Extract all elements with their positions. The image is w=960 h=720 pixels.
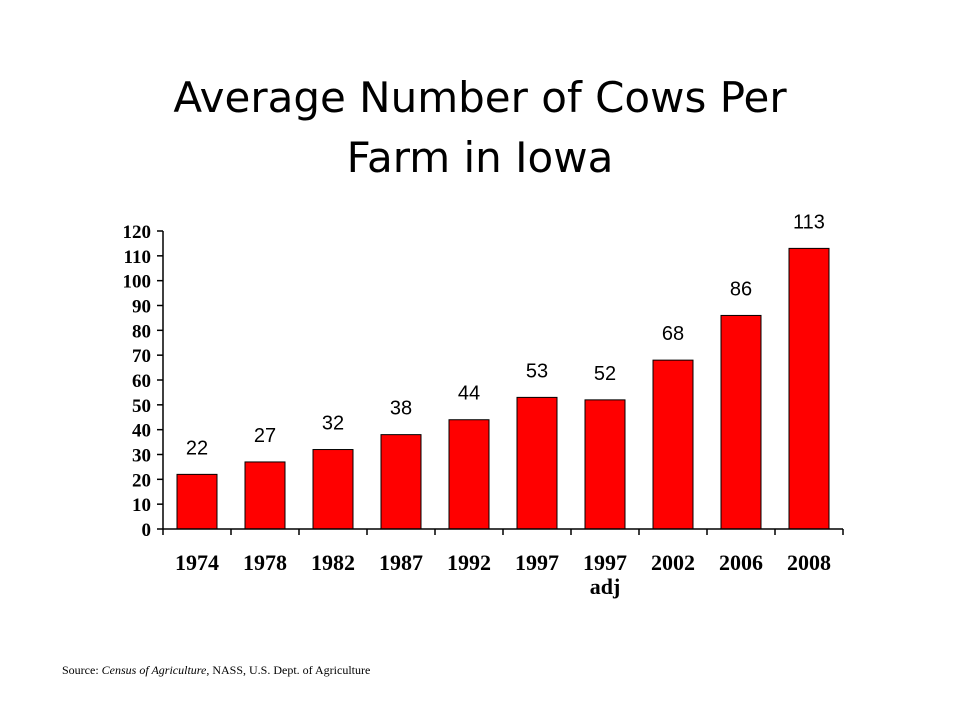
y-tick-label: 30	[132, 446, 151, 467]
source-prefix: Source:	[62, 663, 102, 677]
x-tick-label: adj	[590, 574, 621, 599]
x-tick-label: 1997	[515, 550, 559, 575]
x-tick-label: 2006	[719, 550, 763, 575]
x-tick-label: 1997	[583, 550, 627, 575]
bar	[448, 419, 490, 530]
x-tick-label: 1987	[379, 550, 423, 575]
y-tick-label: 50	[132, 396, 151, 417]
data-label: 32	[322, 413, 344, 435]
bar	[176, 473, 218, 530]
y-tick-label: 20	[132, 470, 151, 491]
x-tick-label: 2002	[651, 550, 695, 575]
data-label: 68	[662, 323, 684, 345]
y-tick-label: 90	[132, 297, 151, 318]
data-label: 22	[186, 437, 208, 459]
y-tick-label: 70	[132, 346, 151, 367]
data-label: 52	[594, 363, 616, 385]
data-label: 38	[390, 398, 412, 420]
y-tick-label: 10	[132, 495, 151, 516]
x-tick-label: 1974	[175, 550, 219, 575]
bar	[652, 359, 694, 530]
x-tick-label: 2008	[787, 550, 831, 575]
source-publication: Census of Agriculture	[101, 663, 207, 677]
bar	[516, 396, 558, 530]
data-label: 113	[793, 211, 825, 233]
bar	[788, 247, 830, 530]
x-tick-label: 1978	[243, 550, 287, 575]
x-tick-label: 1982	[311, 550, 355, 575]
y-tick-label: 60	[132, 371, 151, 392]
y-tick-label: 0	[142, 520, 152, 541]
bar	[584, 399, 626, 530]
chart-title: Average Number of Cows Per Farm in Iowa	[0, 68, 960, 188]
data-label: 86	[730, 278, 752, 300]
bar	[720, 314, 762, 530]
y-tick-label: 80	[132, 321, 151, 342]
y-tick-label: 100	[123, 272, 152, 293]
chart-title-line-1: Average Number of Cows Per	[173, 73, 787, 122]
bar	[312, 449, 354, 530]
bar	[380, 434, 422, 530]
source-note: Source: Census of Agriculture, NASS, U.S…	[62, 663, 370, 678]
x-tick-label: 1992	[447, 550, 491, 575]
y-tick-label: 120	[123, 222, 152, 243]
chart-title-line-2: Farm in Iowa	[346, 133, 614, 182]
data-label: 53	[526, 360, 548, 382]
data-labels: 22 27 32 38 44 53 52 68 86 113	[186, 211, 825, 459]
y-tick-label: 110	[124, 247, 151, 268]
bar-series	[176, 247, 830, 530]
y-axis-ticks: 0 10 20 30 40 50 60 70 80 90 100 110 120	[123, 222, 844, 541]
bar	[244, 461, 286, 530]
source-rest: , NASS, U.S. Dept. of Agriculture	[206, 663, 371, 677]
y-tick-label: 40	[132, 421, 151, 442]
data-label: 27	[254, 425, 276, 447]
data-label: 44	[458, 383, 480, 405]
